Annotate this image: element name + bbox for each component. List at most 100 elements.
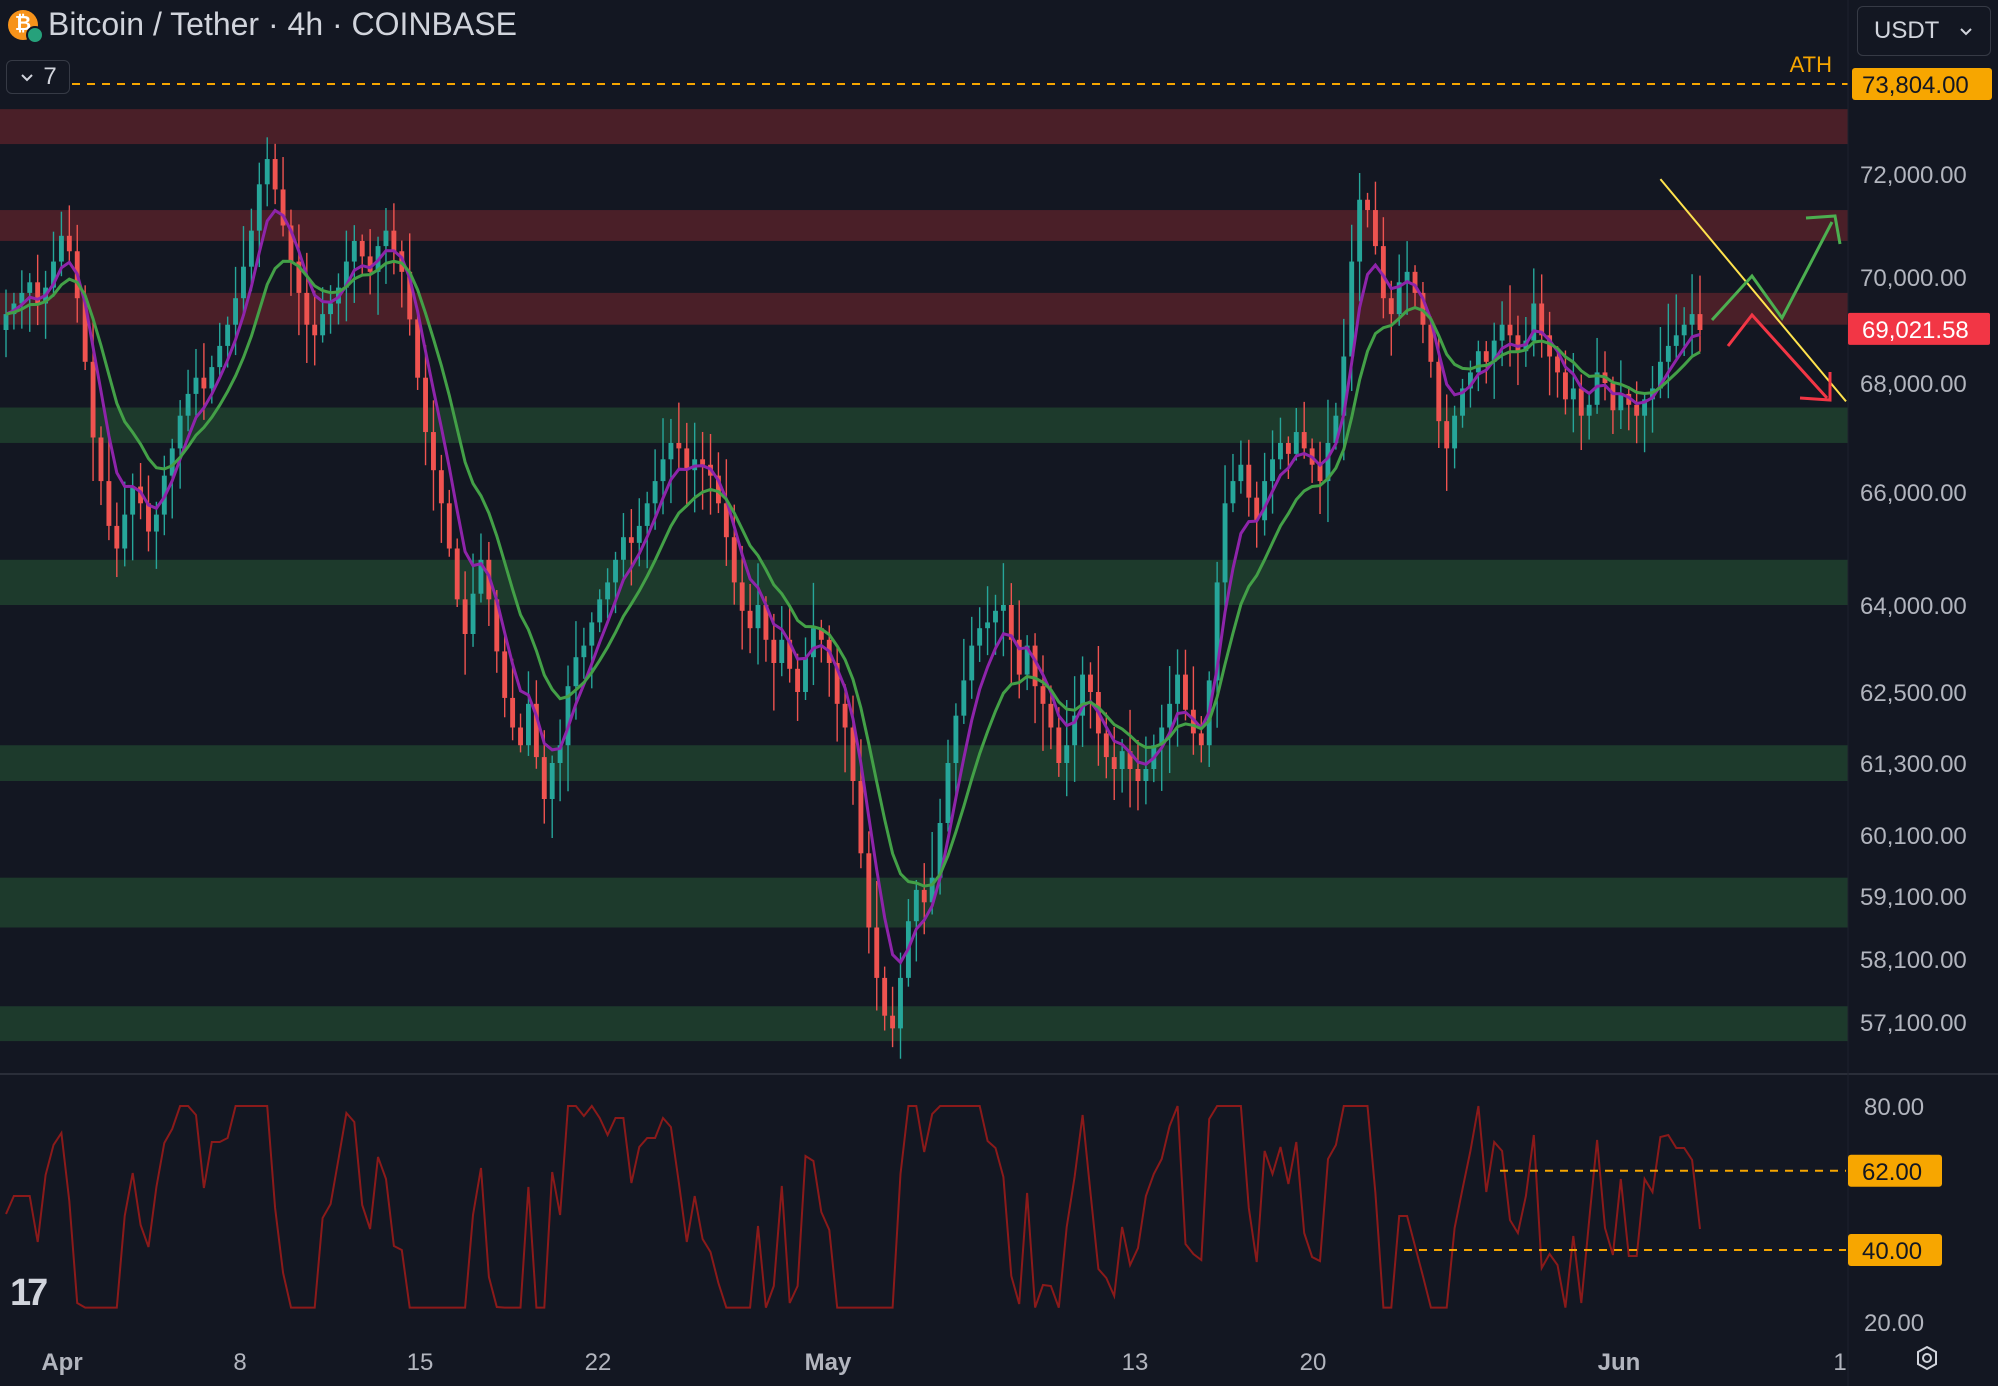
candle-body bbox=[1373, 210, 1378, 247]
price-tick-label: 58,100.00 bbox=[1860, 947, 1967, 974]
support-zone bbox=[0, 745, 1848, 781]
candle-body bbox=[739, 582, 745, 611]
currency-select[interactable]: USDT bbox=[1857, 6, 1991, 56]
candle-body bbox=[1064, 745, 1070, 763]
candle-body bbox=[1333, 415, 1339, 443]
candle-body bbox=[209, 367, 215, 389]
candle-body bbox=[494, 599, 500, 652]
candle-body bbox=[1436, 361, 1442, 422]
candle-body bbox=[1570, 388, 1576, 400]
candle-body bbox=[1008, 605, 1014, 640]
candle-body bbox=[1491, 340, 1497, 362]
candle-body bbox=[1262, 481, 1268, 521]
candle-body bbox=[818, 628, 824, 640]
candle-body bbox=[1610, 383, 1616, 411]
candle-body bbox=[1681, 324, 1687, 336]
candle-body bbox=[256, 184, 262, 231]
candle-body bbox=[810, 628, 816, 658]
rsi-line bbox=[5, 1104, 1701, 1309]
symbol-title[interactable]: Bitcoin / Tether · 4h · COINBASE bbox=[48, 6, 517, 42]
candle-body bbox=[510, 697, 516, 728]
indicators-collapse-button[interactable]: 7 bbox=[6, 60, 70, 94]
candle-body bbox=[241, 266, 246, 299]
candle-body bbox=[296, 261, 302, 293]
candle-body bbox=[304, 292, 310, 325]
candle-body bbox=[1325, 442, 1331, 482]
candle-body bbox=[58, 235, 64, 262]
candle-body bbox=[1032, 645, 1038, 687]
candle-body bbox=[882, 977, 888, 1016]
candle-body bbox=[1088, 674, 1093, 692]
candle-body bbox=[518, 727, 523, 746]
candle-body bbox=[763, 605, 769, 640]
support-zone bbox=[0, 407, 1848, 443]
candle-body bbox=[1483, 351, 1489, 362]
candle-body bbox=[795, 668, 801, 692]
candle-body bbox=[1428, 324, 1434, 362]
candle-body bbox=[225, 324, 231, 346]
candle-body bbox=[1349, 261, 1355, 357]
time-tick-label: Apr bbox=[41, 1349, 82, 1376]
candle-body bbox=[264, 159, 270, 185]
candle-body bbox=[890, 1015, 896, 1029]
candle-body bbox=[1531, 303, 1537, 341]
currency-label: USDT bbox=[1874, 17, 1940, 44]
candle-body bbox=[320, 314, 326, 336]
candle-body bbox=[597, 599, 603, 623]
candle-body bbox=[1578, 388, 1584, 416]
candle-body bbox=[1341, 356, 1347, 416]
candle-body bbox=[1396, 282, 1402, 315]
candle-body bbox=[201, 377, 207, 389]
candle-body bbox=[1230, 481, 1236, 504]
candle-body bbox=[1452, 415, 1458, 449]
candle-body bbox=[1040, 686, 1046, 704]
bullish-arrow-head bbox=[1805, 214, 1842, 245]
candle-body bbox=[1562, 372, 1568, 400]
time-tick-label: 13 bbox=[1122, 1349, 1149, 1376]
price-axis: 72,000.00 70,000.00 68,000.00 66,000.00 64,0… bbox=[1848, 68, 1992, 1037]
candle-body bbox=[1190, 709, 1196, 734]
price-tick-label: 60,100.00 bbox=[1860, 823, 1967, 850]
resistance-zone bbox=[0, 210, 1848, 241]
candle-body bbox=[1016, 639, 1022, 675]
candle-body bbox=[961, 680, 967, 716]
price-tick-label: 70,000.00 bbox=[1860, 265, 1967, 292]
time-tick-label: 22 bbox=[585, 1349, 612, 1376]
candle-body bbox=[1697, 314, 1703, 330]
gear-icon[interactable] bbox=[1912, 1344, 1942, 1374]
candle-body bbox=[177, 415, 183, 449]
candle-body bbox=[1048, 703, 1054, 728]
candle-body bbox=[628, 537, 634, 543]
price-tick-label: 59,100.00 bbox=[1860, 884, 1967, 911]
candle-body bbox=[288, 225, 294, 262]
candle-body bbox=[898, 977, 903, 1029]
candle-body bbox=[1460, 388, 1465, 416]
candle-body bbox=[1238, 464, 1244, 482]
candle-body bbox=[929, 877, 935, 903]
candle-body bbox=[636, 525, 642, 543]
candle-body bbox=[27, 282, 33, 293]
candle-body bbox=[1499, 324, 1505, 341]
candle-body bbox=[1278, 442, 1283, 460]
tradingview-logo[interactable]: 17 bbox=[10, 1272, 48, 1314]
last-price-label: 69,021.58 bbox=[1862, 317, 1969, 344]
candle-body bbox=[1547, 335, 1553, 357]
candle-body bbox=[1293, 432, 1299, 454]
candle-body bbox=[1634, 404, 1640, 416]
candle-body bbox=[660, 459, 666, 482]
time-tick-label: 1 bbox=[1833, 1349, 1846, 1376]
candle-body bbox=[1689, 314, 1695, 325]
time-tick-label: Jun bbox=[1598, 1349, 1641, 1376]
ath-price-label: 73,804.00 bbox=[1862, 72, 1969, 99]
moving-averages bbox=[5, 208, 1701, 965]
candle-body bbox=[359, 240, 365, 257]
candle-body bbox=[146, 503, 151, 532]
ema-fast-line bbox=[5, 208, 1701, 965]
tether-icon bbox=[26, 25, 44, 44]
candle-body bbox=[1665, 345, 1671, 362]
candle-body bbox=[541, 757, 547, 799]
candle-body bbox=[787, 639, 793, 669]
candle-body bbox=[1246, 464, 1252, 498]
candle-body bbox=[454, 548, 460, 600]
